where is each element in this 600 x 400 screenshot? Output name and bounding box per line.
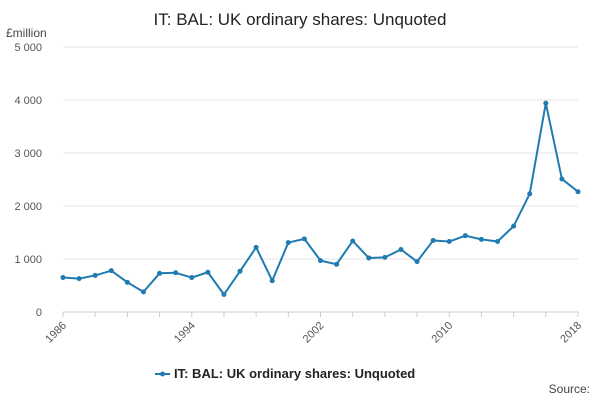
y-tick-label: 4 000 [14,95,42,107]
data-point [527,191,533,197]
x-tick-label: 1994 [172,320,198,346]
data-point [269,278,275,284]
source-label: Source: [549,382,590,396]
data-point [575,189,581,195]
data-point [478,236,484,242]
legend-label: IT: BAL: UK ordinary shares: Unquoted [174,366,415,381]
y-axis-unit-label: £million [6,26,47,40]
x-tick-label: 2002 [301,320,327,346]
data-point [173,270,179,276]
data-point [301,236,307,242]
data-point [334,261,340,267]
data-point [92,272,98,278]
legend-point-swatch [160,371,165,377]
x-tick-label: 2010 [430,320,456,346]
series-line [62,102,579,296]
data-point [285,240,291,246]
y-axis-ticks: 0 1 000 2 000 3 000 4 000 5 000 [14,42,42,319]
data-point [366,255,372,261]
data-point [60,275,66,281]
series-layer [60,100,581,298]
data-point [221,292,227,298]
data-point [189,275,195,281]
data-point [511,223,517,229]
y-tick-label: 3 000 [14,148,42,160]
x-tick-label: 2018 [558,320,584,346]
data-point [253,244,259,250]
data-point [76,276,82,282]
data-point [495,239,501,245]
data-point [108,268,114,274]
data-point [559,176,565,182]
data-point [318,258,323,264]
data-point [157,270,163,276]
x-tick-label: 1986 [43,320,69,346]
data-point [124,279,130,285]
y-tick-label: 2 000 [14,201,42,213]
data-point [140,289,146,295]
gridlines [63,46,578,313]
y-tick-label: 0 [36,307,42,319]
y-tick-label: 1 000 [14,254,42,266]
data-point [382,254,388,260]
y-tick-label: 5 000 [14,42,42,54]
chart-title: IT: BAL: UK ordinary shares: Unquoted [154,10,447,29]
legend: IT: BAL: UK ordinary shares: Unquoted [155,366,415,381]
x-axis-ticks: 1986 1994 2002 2010 2018 [43,312,584,345]
data-point [446,239,452,245]
data-point [430,237,436,243]
data-point [237,268,243,274]
data-point [543,100,549,106]
data-point [205,269,211,275]
data-point [414,259,420,265]
data-point [462,233,468,239]
data-point [350,238,356,244]
data-point [398,246,404,252]
